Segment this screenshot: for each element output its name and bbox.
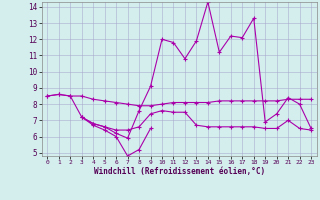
X-axis label: Windchill (Refroidissement éolien,°C): Windchill (Refroidissement éolien,°C) — [94, 167, 265, 176]
